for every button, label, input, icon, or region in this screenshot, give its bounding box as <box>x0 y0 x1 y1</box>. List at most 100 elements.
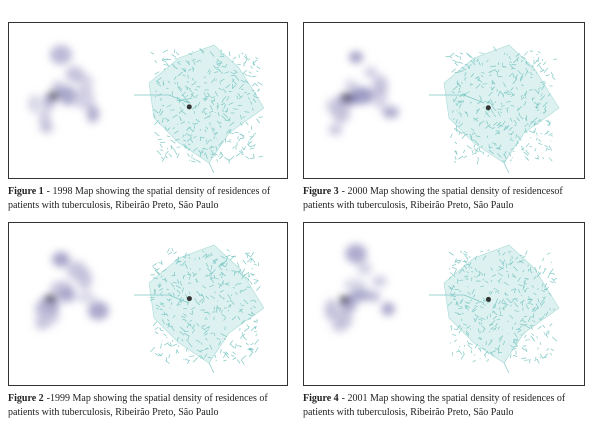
street <box>532 117 538 123</box>
street <box>495 298 498 304</box>
street <box>200 149 204 153</box>
street <box>536 62 542 67</box>
street <box>207 69 211 73</box>
street <box>527 298 533 305</box>
street <box>513 332 518 338</box>
street <box>498 278 502 282</box>
street <box>501 62 504 66</box>
street <box>469 83 473 85</box>
street <box>525 67 529 73</box>
street <box>227 294 232 300</box>
street <box>226 129 231 134</box>
street <box>492 327 495 331</box>
street <box>520 259 525 262</box>
street <box>251 107 254 111</box>
street <box>185 60 191 66</box>
street <box>224 156 229 161</box>
street <box>465 52 471 58</box>
street <box>243 146 246 151</box>
street <box>253 93 255 97</box>
street <box>467 65 470 69</box>
street <box>216 58 221 63</box>
density-core <box>342 93 353 102</box>
street <box>546 252 551 255</box>
density-blob <box>27 94 41 114</box>
street <box>179 331 185 336</box>
street <box>176 349 179 354</box>
street <box>529 121 535 125</box>
street <box>520 94 523 99</box>
street <box>208 272 213 277</box>
street <box>508 262 512 266</box>
street <box>515 256 519 260</box>
street <box>255 319 259 322</box>
street <box>482 278 485 281</box>
figure-panel: Figure 3- 2000 Map showing the spatial d… <box>303 22 585 213</box>
street <box>195 301 201 306</box>
street <box>545 120 549 123</box>
street <box>176 153 180 159</box>
street <box>171 54 176 58</box>
street <box>458 307 463 310</box>
street <box>498 266 504 270</box>
street <box>459 52 464 55</box>
street <box>517 106 522 111</box>
street <box>253 320 257 324</box>
street <box>218 155 220 157</box>
street <box>537 119 541 122</box>
street <box>521 319 527 323</box>
street <box>450 285 454 291</box>
street <box>457 102 459 106</box>
street <box>173 288 176 290</box>
street <box>161 57 165 61</box>
street <box>525 325 530 329</box>
street <box>163 68 166 70</box>
density-core <box>48 91 59 100</box>
street <box>519 323 525 326</box>
street <box>539 119 541 121</box>
street <box>473 117 479 122</box>
street <box>525 90 527 96</box>
street <box>462 269 465 273</box>
street <box>542 82 547 86</box>
street <box>178 99 182 102</box>
street <box>156 77 162 82</box>
street <box>164 125 168 131</box>
street <box>458 70 461 72</box>
street <box>251 75 257 78</box>
street <box>467 344 473 350</box>
street <box>188 60 190 64</box>
street <box>158 108 162 114</box>
street <box>248 71 252 74</box>
street <box>474 77 479 79</box>
street <box>246 143 252 148</box>
street <box>220 333 225 336</box>
city-network <box>429 244 560 374</box>
street <box>213 258 218 265</box>
street <box>525 339 530 341</box>
street <box>240 304 245 306</box>
street <box>545 149 548 152</box>
street <box>548 292 552 296</box>
street <box>159 97 162 101</box>
street <box>509 63 514 69</box>
street <box>219 121 222 124</box>
street <box>488 290 491 294</box>
street <box>255 333 258 337</box>
street <box>159 110 163 117</box>
street <box>149 298 155 301</box>
street <box>219 124 222 128</box>
street <box>457 313 462 316</box>
street <box>204 353 208 358</box>
street <box>542 296 546 299</box>
street <box>192 104 198 110</box>
street <box>465 330 470 335</box>
street <box>181 315 186 318</box>
street <box>203 92 206 96</box>
street <box>477 100 483 105</box>
street <box>492 304 495 309</box>
street <box>465 332 470 337</box>
street <box>488 149 494 155</box>
street <box>253 279 259 281</box>
street <box>218 112 220 117</box>
